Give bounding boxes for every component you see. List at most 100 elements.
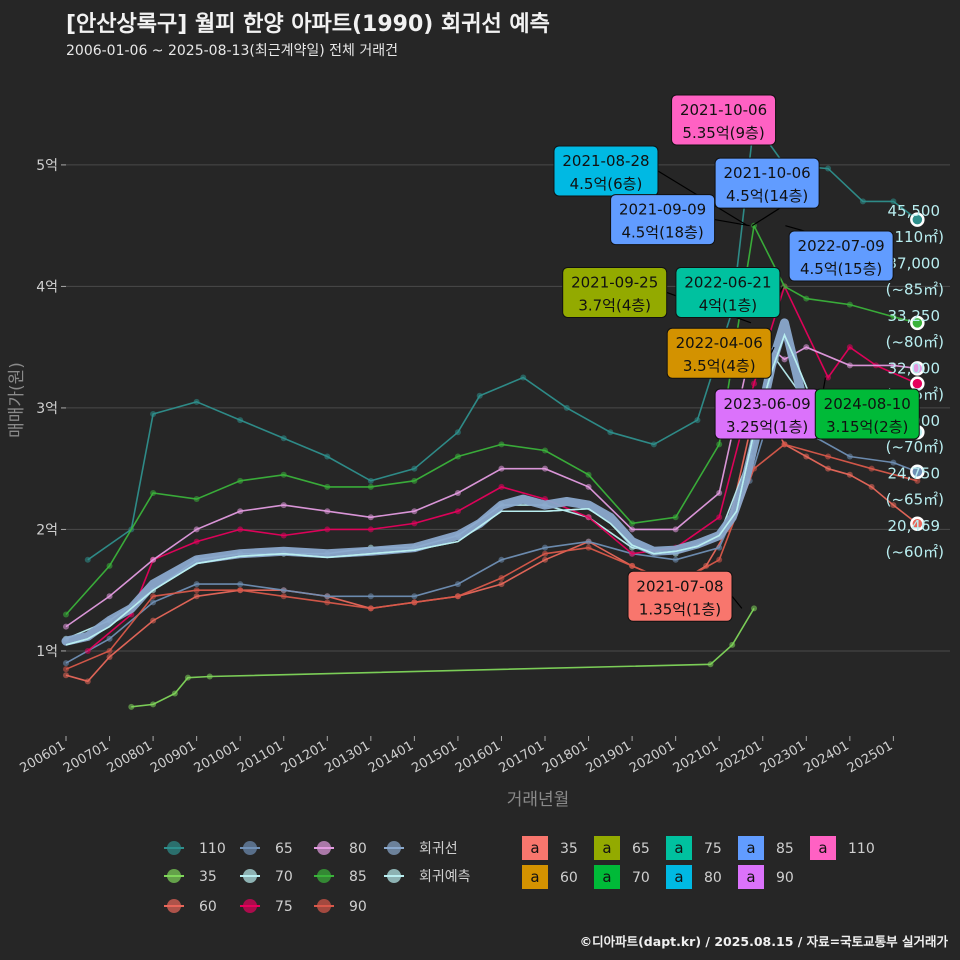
data-point [411,520,418,527]
legend-label: 90 [349,899,367,915]
x-tick-label: 202301 [758,738,808,776]
annotation-price: 4.5억(6층) [570,175,643,193]
legend-box-label: 75 [704,841,722,857]
x-tick-label: 201301 [322,738,372,776]
data-point [193,593,200,600]
data-point [367,526,374,533]
data-point [859,198,866,205]
annotation-box [788,230,894,282]
legend-box-glyph: a [746,868,755,886]
legend-box-glyph: a [530,868,539,886]
end-marker [910,516,925,531]
annotation-box [714,157,820,209]
data-point [193,581,200,588]
annotation-date: 2021-09-25 [571,273,658,291]
data-point [498,556,505,563]
x-tick-label: 201001 [192,738,242,776]
x-tick-label: 202201 [714,738,764,776]
annotation-date: 2022-04-06 [676,334,763,352]
data-point [781,356,788,363]
series-line-regression [61,318,877,646]
data-point [629,550,636,557]
annotation-box [553,145,659,197]
data-point [498,465,505,472]
data-point [106,635,113,642]
data-point [411,599,418,606]
end-area-label: (~70㎡) [886,438,944,456]
data-point [585,471,592,478]
legend-box-label: 85 [776,841,794,857]
legend-box-glyph: a [746,839,755,857]
data-point [629,562,636,569]
end-marker [910,361,925,376]
annotation-label: 2021-07-08 1.35억(1층) [627,570,733,622]
data-point [280,593,287,600]
x-tick-label: 201401 [366,738,416,776]
x-tick-label: 202501 [845,738,895,776]
chart-subtitle: 2006-01-06 ~ 2025-08-13(최근계약일) 전체 거래건 [66,43,398,59]
data-point [542,465,549,472]
y-tick-label: 5억 [36,158,58,174]
legend-label: 70 [275,869,293,885]
data-point [324,599,331,606]
annotation-label: 2021-10-06 4.5억(14층) [714,157,820,209]
data-point [890,459,897,466]
series-line-85 [65,223,918,616]
data-point [237,477,244,484]
legend-label: 80 [349,841,367,857]
annotation-date: 2021-10-06 [724,164,811,182]
data-point [672,526,679,533]
data-point [150,701,157,708]
annotation-box [666,327,772,379]
data-point [150,593,157,600]
data-point [846,362,853,369]
data-point [585,514,592,521]
data-point [411,508,418,515]
annotation-box [814,388,920,440]
data-point [128,703,135,710]
data-point [890,198,897,205]
data-point [825,465,832,472]
legend-label: 35 [199,869,217,885]
data-point [280,435,287,442]
data-point [868,465,875,472]
data-point [751,380,758,387]
data-point [825,165,832,172]
legend-box-glyph: a [674,868,683,886]
annotation-price: 4억(1층) [699,296,757,314]
data-point [324,526,331,533]
data-point [237,526,244,533]
annotation-price: 4.5억(15층) [800,260,882,278]
data-point [106,593,113,600]
data-point [846,301,853,308]
legend-label: 회귀선 [419,841,458,857]
annotation-box [671,94,777,146]
legend-key-dot [387,841,401,855]
annotation-price: 3.15억(2층) [826,418,908,436]
legend-key-dot [317,841,331,855]
data-point [803,295,810,302]
data-point [237,508,244,515]
data-point [63,611,69,618]
data-point [280,587,287,594]
x-tick-label: 200801 [105,738,155,776]
data-point [367,483,374,490]
data-point [193,526,200,533]
legend-box-glyph: a [674,839,683,857]
data-point [607,429,614,436]
data-point [150,489,157,496]
data-point [803,453,810,460]
data-point [454,429,461,436]
legend-key-dot [167,899,181,913]
x-tick-label: 202001 [627,738,677,776]
legend-box-glyph: a [602,868,611,886]
data-point [324,453,331,460]
annotation-label: 2024-08-10 3.15억(2층) [814,388,920,440]
end-area-label: (~60㎡) [886,543,944,561]
legend-key-dot [243,899,257,913]
data-point [729,641,736,648]
data-point [411,593,418,600]
data-point [411,477,418,484]
data-point [237,581,244,588]
data-point [781,441,788,448]
